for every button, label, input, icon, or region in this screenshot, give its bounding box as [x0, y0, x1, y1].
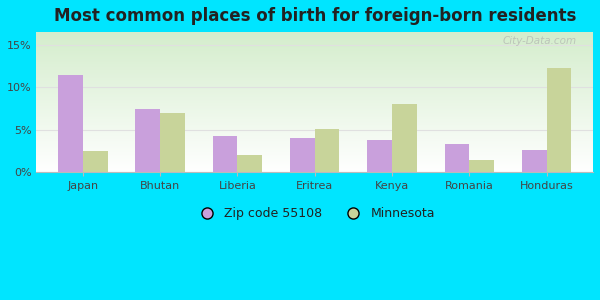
- Bar: [315, 129, 340, 172]
- Bar: [367, 140, 392, 172]
- Title: Most common places of birth for foreign-born residents: Most common places of birth for foreign-…: [53, 7, 576, 25]
- Bar: [522, 150, 547, 172]
- Bar: [547, 68, 571, 172]
- Text: City-Data.com: City-Data.com: [502, 36, 577, 46]
- Bar: [212, 136, 238, 172]
- Bar: [290, 138, 315, 172]
- Bar: [392, 104, 417, 172]
- Bar: [445, 144, 469, 172]
- Bar: [58, 74, 83, 172]
- Bar: [469, 160, 494, 172]
- Legend: Zip code 55108, Minnesota: Zip code 55108, Minnesota: [189, 202, 440, 225]
- Bar: [160, 113, 185, 172]
- Bar: [136, 109, 160, 172]
- Bar: [238, 155, 262, 172]
- Bar: [83, 151, 107, 172]
